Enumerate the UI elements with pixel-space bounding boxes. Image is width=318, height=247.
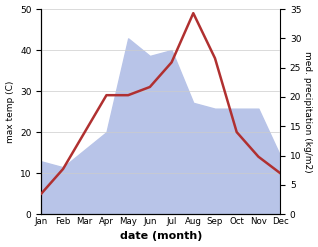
Y-axis label: med. precipitation (kg/m2): med. precipitation (kg/m2)	[303, 51, 313, 172]
Y-axis label: max temp (C): max temp (C)	[5, 80, 15, 143]
X-axis label: date (month): date (month)	[120, 231, 202, 242]
